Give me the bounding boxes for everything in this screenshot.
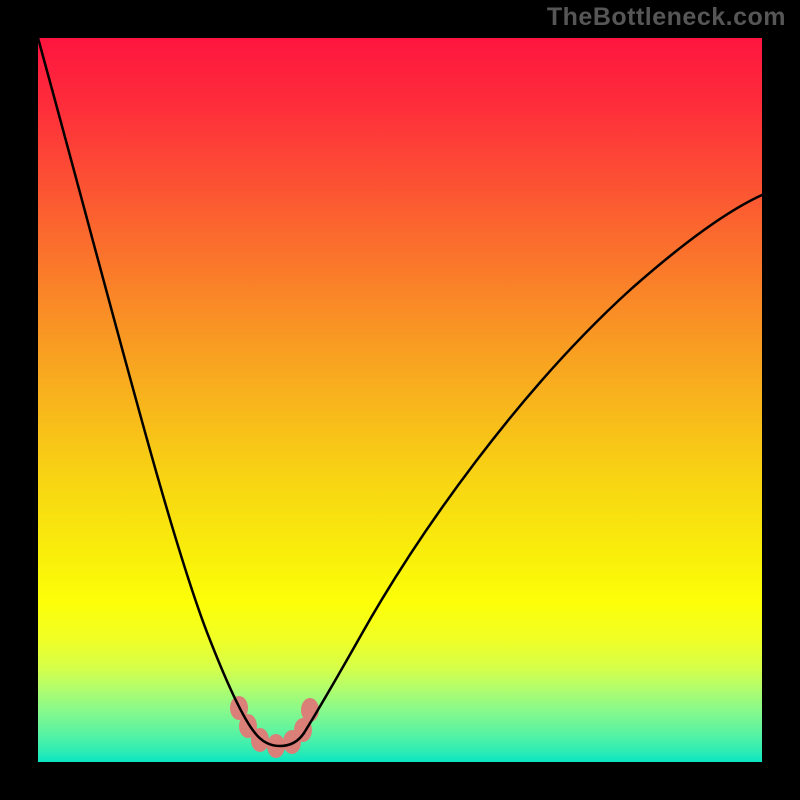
trough-markers-group (230, 696, 319, 758)
watermark-text: TheBottleneck.com (547, 3, 786, 32)
chart-stage: TheBottleneck.com (0, 0, 800, 800)
curve-left (38, 38, 255, 733)
curves-layer (0, 0, 800, 800)
trough-marker-6 (301, 698, 319, 722)
curve-right (304, 195, 762, 733)
